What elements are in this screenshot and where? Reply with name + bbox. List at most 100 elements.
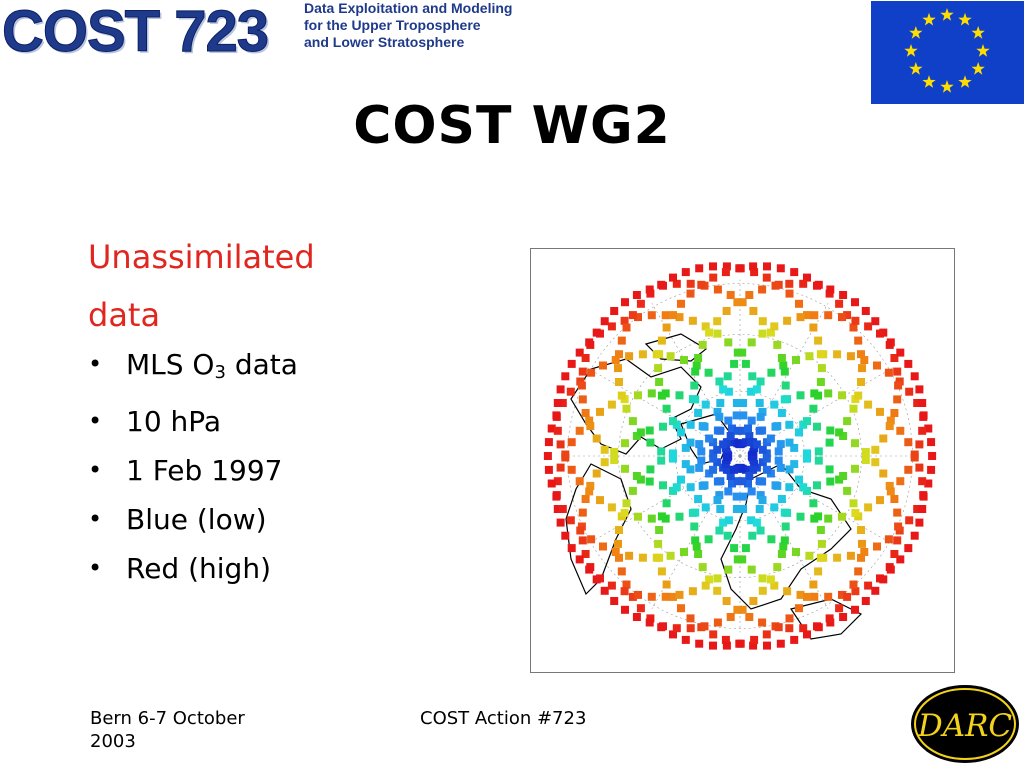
ozone-sample <box>843 486 852 495</box>
ozone-sample <box>698 422 707 431</box>
ozone-sample <box>652 553 661 562</box>
ozone-sample <box>600 458 609 467</box>
ozone-sample <box>645 618 654 627</box>
ozone-sample <box>628 417 637 426</box>
ozone-sample <box>686 614 695 623</box>
ozone-sample <box>586 422 595 431</box>
ozone-sample <box>621 298 629 307</box>
ozone-sample <box>636 299 645 308</box>
ozone-sample <box>614 539 622 548</box>
ozone-sample <box>547 479 556 488</box>
ozone-sample <box>581 550 590 558</box>
ozone-sample <box>686 624 695 633</box>
ozone-sample <box>890 409 899 417</box>
ozone-sample <box>816 378 825 386</box>
ozone-sample <box>796 512 805 521</box>
ozone-sample <box>726 291 735 299</box>
ozone-sample <box>697 280 706 289</box>
ozone-sample <box>886 338 895 347</box>
ozone-sample <box>732 399 741 407</box>
ozone-sample <box>730 359 739 368</box>
ozone-sample <box>747 387 756 396</box>
bullet-item: • MLS O3 data <box>88 340 298 397</box>
ozone-sample <box>691 367 700 376</box>
ozone-sample <box>776 639 785 648</box>
ozone-sample <box>556 463 565 472</box>
ozone-sample <box>758 458 767 467</box>
ozone-sample <box>716 426 725 435</box>
logo-tagline-line-1: Data Exploitation and Modeling <box>304 0 513 16</box>
ozone-sample <box>561 531 570 540</box>
ozone-sample <box>634 391 642 400</box>
ozone-sample <box>724 416 733 425</box>
ozone-sample <box>885 481 894 490</box>
ozone-sample <box>816 350 825 359</box>
ozone-sample <box>756 526 765 535</box>
ozone-sample <box>814 336 823 345</box>
ozone-sample <box>890 550 899 558</box>
ozone-sample <box>851 439 859 448</box>
eu-star-icon <box>976 44 990 57</box>
ozone-sample <box>636 604 645 613</box>
ozone-sample <box>620 587 629 596</box>
ozone-sample <box>636 428 645 437</box>
ozone-sample <box>659 422 667 431</box>
graticule-meridian <box>739 367 893 457</box>
ozone-sample <box>600 586 609 595</box>
ozone-sample <box>697 456 706 465</box>
ozone-sample <box>785 624 794 633</box>
ozone-sample <box>747 565 756 574</box>
ozone-sample <box>755 399 764 407</box>
ozone-sample <box>785 289 794 298</box>
ozone-sample <box>803 449 811 458</box>
ozone-sample <box>745 432 754 440</box>
ozone-sample <box>585 487 594 496</box>
eu-star-icon <box>940 8 954 21</box>
ozone-sample <box>694 354 703 362</box>
ozone-sample <box>723 453 732 462</box>
ozone-sample <box>669 273 677 282</box>
ozone-sample <box>826 426 835 435</box>
ozone-sample <box>783 316 792 325</box>
ozone-sample <box>915 463 924 472</box>
eu-star-icon <box>971 62 985 75</box>
ozone-sample <box>780 395 789 404</box>
ozone-sample <box>600 445 609 454</box>
ozone-sample <box>879 434 888 443</box>
ozone-sample <box>736 639 745 648</box>
ozone-sample <box>871 586 880 595</box>
ozone-sample <box>553 505 562 513</box>
ozone-sample <box>578 536 587 545</box>
ozone-sample <box>733 348 742 357</box>
ozone-sample <box>758 329 767 338</box>
ozone-sample <box>824 514 833 523</box>
ozone-sample <box>767 368 776 377</box>
ozone-sample <box>785 438 794 447</box>
ozone-sample <box>885 422 894 431</box>
ozone-sample <box>724 387 733 396</box>
ozone-sample <box>578 508 587 517</box>
ozone-sample <box>849 580 858 589</box>
ozone-sample <box>849 404 858 413</box>
ozone-sample <box>721 635 730 644</box>
ozone-sample <box>861 307 870 315</box>
ozone-sample <box>719 385 728 394</box>
bullet-dot: • <box>88 456 103 484</box>
ozone-sample <box>657 456 666 465</box>
ozone-sample <box>625 352 634 361</box>
ozone-sample <box>669 592 677 601</box>
ozone-sample <box>556 440 565 449</box>
ozone-sample <box>680 356 688 364</box>
ozone-sample <box>686 483 695 492</box>
ozone-sample <box>851 298 859 307</box>
ozone-sample <box>796 391 805 400</box>
ozone-sample <box>596 496 604 505</box>
ozone-sample <box>825 438 834 447</box>
ozone-sample <box>783 508 792 517</box>
ozone-sample <box>774 447 783 456</box>
ozone-sample <box>666 551 675 560</box>
ozone-sample <box>628 311 637 320</box>
ozone-sample <box>617 391 626 400</box>
ozone-sample <box>680 548 688 556</box>
ozone-sample <box>785 420 794 429</box>
